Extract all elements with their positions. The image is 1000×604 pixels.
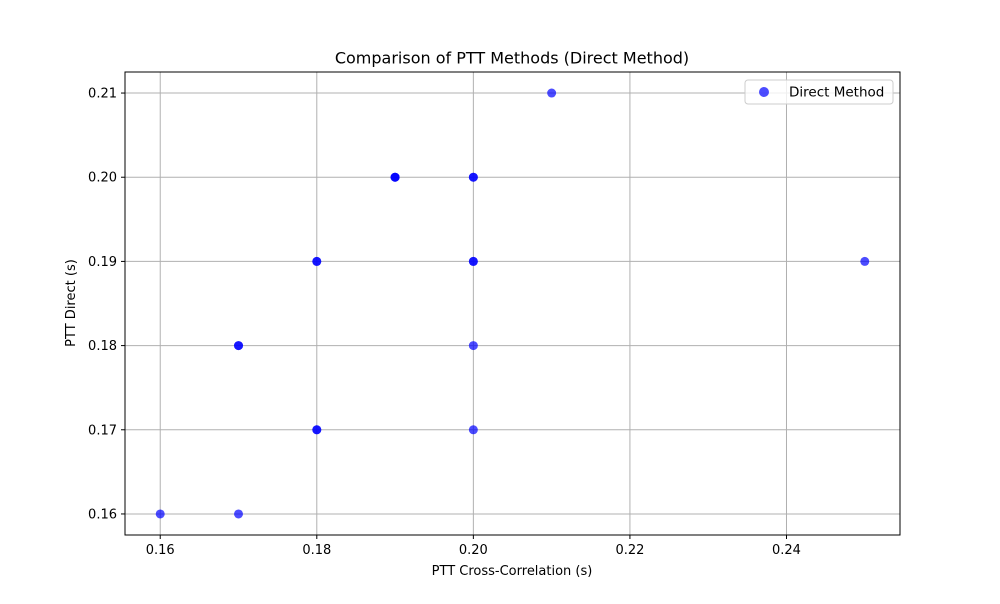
y-tick-label: 0.21 bbox=[88, 87, 117, 102]
x-tick-label: 0.20 bbox=[459, 543, 488, 558]
data-point bbox=[468, 172, 478, 182]
data-points bbox=[155, 88, 870, 519]
axis-ticks: 0.16 0.18 0.20 0.22 0.24 0.16 0.17 0.18 0.19 0.20… bbox=[88, 87, 801, 558]
chart-legend: Direct Method bbox=[744, 79, 894, 105]
y-tick-label: 0.17 bbox=[88, 423, 117, 438]
x-tick-label: 0.18 bbox=[302, 543, 331, 558]
data-point bbox=[155, 509, 165, 519]
x-axis-label: PTT Cross-Correlation (s) bbox=[432, 564, 593, 579]
data-point bbox=[547, 88, 557, 98]
legend-label: Direct Method bbox=[789, 85, 884, 101]
legend-box bbox=[744, 79, 894, 105]
data-point bbox=[468, 256, 478, 266]
data-point bbox=[390, 172, 400, 182]
grid-lines bbox=[125, 72, 900, 535]
data-point bbox=[234, 509, 244, 519]
data-point bbox=[312, 256, 322, 266]
chart-title: Comparison of PTT Methods (Direct Method… bbox=[335, 49, 689, 68]
y-tick-label: 0.19 bbox=[88, 255, 117, 270]
data-point bbox=[468, 425, 478, 435]
y-tick-label: 0.20 bbox=[88, 171, 117, 186]
data-point bbox=[312, 425, 322, 435]
y-axis-label: PTT Direct (s) bbox=[64, 259, 79, 347]
x-tick-label: 0.24 bbox=[772, 543, 801, 558]
plot-area-frame bbox=[124, 71, 901, 536]
data-point bbox=[234, 341, 244, 351]
data-point bbox=[860, 256, 870, 266]
x-tick-label: 0.16 bbox=[146, 543, 175, 558]
y-tick-label: 0.16 bbox=[88, 507, 117, 522]
data-point bbox=[468, 341, 478, 351]
y-tick-label: 0.18 bbox=[88, 339, 117, 354]
legend-marker bbox=[759, 87, 769, 97]
x-tick-label: 0.22 bbox=[615, 543, 644, 558]
